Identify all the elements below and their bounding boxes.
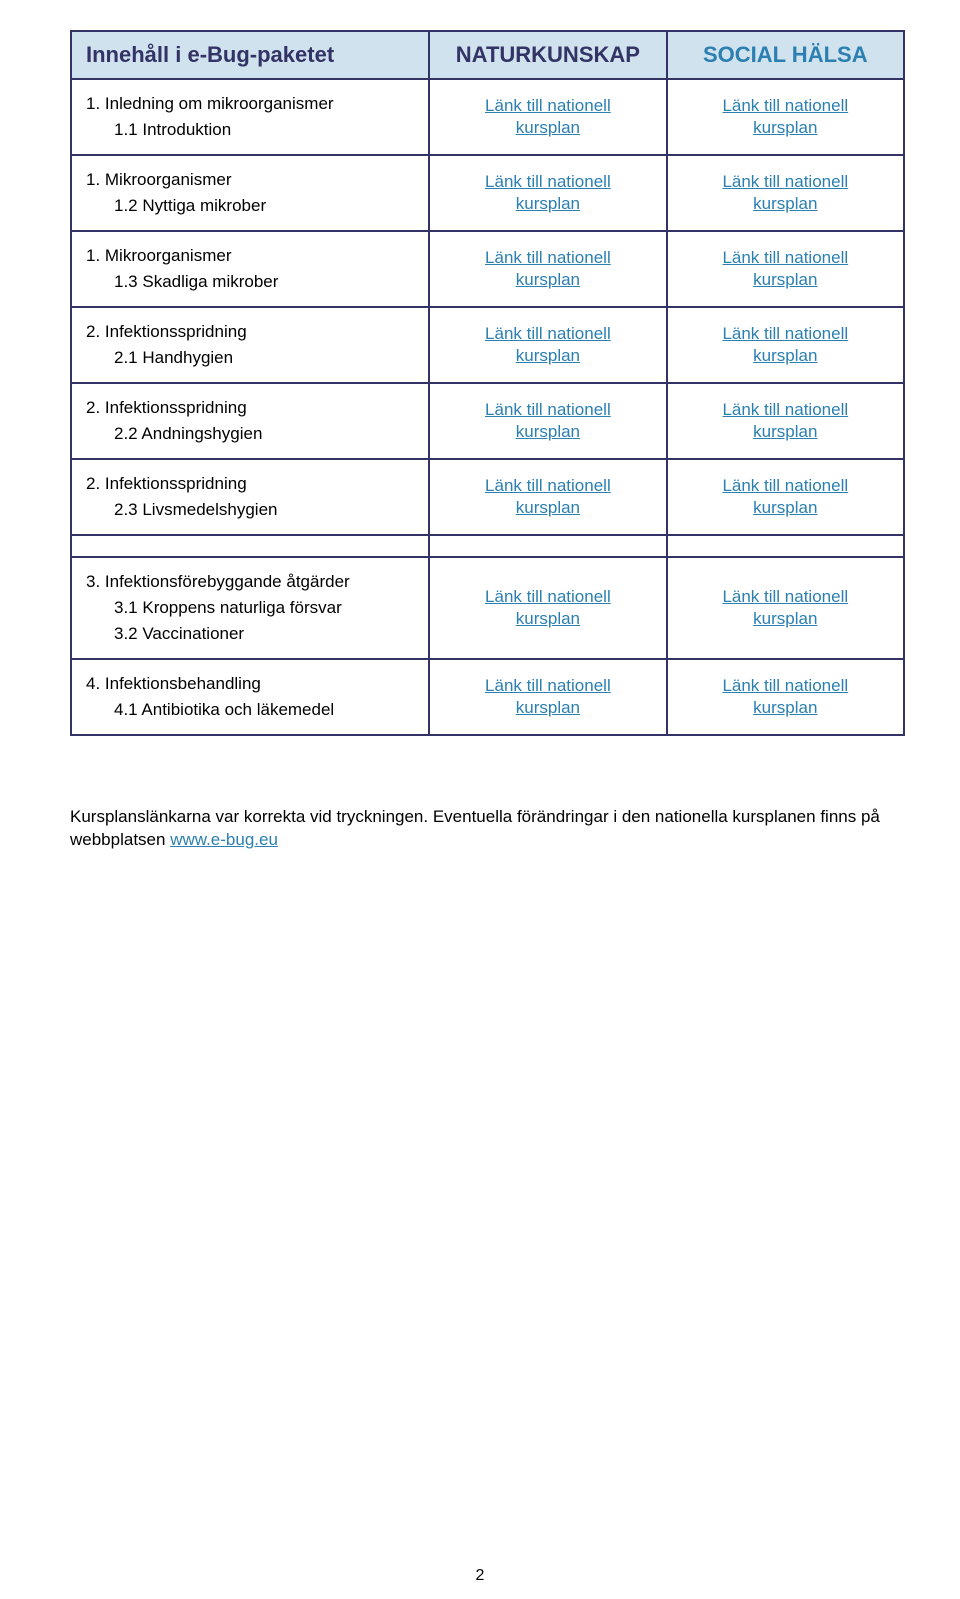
curriculum-link[interactable]: Länk till nationellkursplan xyxy=(429,79,666,155)
page: Innehåll i e-Bug-paketet NATURKUNSKAP SO… xyxy=(0,0,960,1599)
curriculum-link[interactable]: Länk till nationellkursplan xyxy=(667,557,904,659)
topic-title: 1. Mikroorganismer xyxy=(86,246,414,266)
topic-cell: 4. Infektionsbehandling 4.1 Antibiotika o… xyxy=(71,659,429,735)
topic-sub: 2.3 Livsmedelshygien xyxy=(114,500,414,520)
table-row: 1. Inledning om mikroorganismer 1.1 Intro… xyxy=(71,79,904,155)
topic-title: 1. Mikroorganismer xyxy=(86,170,414,190)
topic-sub: 1.2 Nyttiga mikrober xyxy=(114,196,414,216)
topic-cell: 1. Mikroorganismer 1.3 Skadliga mikrober xyxy=(71,231,429,307)
curriculum-link[interactable]: Länk till nationellkursplan xyxy=(667,79,904,155)
topic-title: 3. Infektionsförebyggande åtgärder xyxy=(86,572,414,592)
curriculum-link[interactable]: Länk till nationellkursplan xyxy=(429,231,666,307)
footnote: Kursplanslänkarna var korrekta vid tryck… xyxy=(70,806,905,852)
curriculum-link[interactable]: Länk till nationellkursplan xyxy=(429,557,666,659)
topic-cell: 2. Infektionsspridning 2.1 Handhygien xyxy=(71,307,429,383)
topic-cell: 3. Infektionsförebyggande åtgärder 3.1 Kr… xyxy=(71,557,429,659)
page-number: 2 xyxy=(0,1567,960,1585)
col-header-social: SOCIAL HÄLSA xyxy=(667,31,904,79)
topic-cell: 1. Inledning om mikroorganismer 1.1 Intro… xyxy=(71,79,429,155)
table-row: 1. Mikroorganismer 1.2 Nyttiga mikrober Lä… xyxy=(71,155,904,231)
curriculum-link[interactable]: Länk till nationellkursplan xyxy=(429,659,666,735)
topic-sub: 4.1 Antibiotika och läkemedel xyxy=(114,700,414,720)
spacer-row xyxy=(71,535,904,557)
topic-sub: 2.2 Andningshygien xyxy=(114,424,414,444)
table-row: 2. Infektionsspridning 2.3 Livsmedelshygi… xyxy=(71,459,904,535)
col-header-content: Innehåll i e-Bug-paketet xyxy=(71,31,429,79)
curriculum-link[interactable]: Länk till nationellkursplan xyxy=(667,231,904,307)
topic-sub: 1.1 Introduktion xyxy=(114,120,414,140)
table-row: 2. Infektionsspridning 2.2 Andningshygien… xyxy=(71,383,904,459)
topic-title: 2. Infektionsspridning xyxy=(86,474,414,494)
curriculum-link[interactable]: Länk till nationellkursplan xyxy=(667,307,904,383)
curriculum-link[interactable]: Länk till nationellkursplan xyxy=(667,459,904,535)
topic-title: 4. Infektionsbehandling xyxy=(86,674,414,694)
topic-cell: 1. Mikroorganismer 1.2 Nyttiga mikrober xyxy=(71,155,429,231)
topic-sub: 1.3 Skadliga mikrober xyxy=(114,272,414,292)
table-row: 4. Infektionsbehandling 4.1 Antibiotika o… xyxy=(71,659,904,735)
table-row: 1. Mikroorganismer 1.3 Skadliga mikrober L… xyxy=(71,231,904,307)
topic-cell: 2. Infektionsspridning 2.3 Livsmedelshygi… xyxy=(71,459,429,535)
curriculum-link[interactable]: Länk till nationellkursplan xyxy=(429,459,666,535)
curriculum-link[interactable]: Länk till nationellkursplan xyxy=(429,155,666,231)
topic-cell: 2. Infektionsspridning 2.2 Andningshygien xyxy=(71,383,429,459)
curriculum-link[interactable]: Länk till nationellkursplan xyxy=(429,307,666,383)
topic-sub: 2.1 Handhygien xyxy=(114,348,414,368)
curriculum-link[interactable]: Länk till nationellkursplan xyxy=(667,155,904,231)
curriculum-link[interactable]: Länk till nationellkursplan xyxy=(667,659,904,735)
topic-title: 2. Infektionsspridning xyxy=(86,398,414,418)
topic-title: 2. Infektionsspridning xyxy=(86,322,414,342)
topic-title: 1. Inledning om mikroorganismer xyxy=(86,94,414,114)
table-row: 2. Infektionsspridning 2.1 Handhygien Länk… xyxy=(71,307,904,383)
curriculum-table: Innehåll i e-Bug-paketet NATURKUNSKAP SO… xyxy=(70,30,905,736)
table-header-row: Innehåll i e-Bug-paketet NATURKUNSKAP SO… xyxy=(71,31,904,79)
footnote-link[interactable]: www.e-bug.eu xyxy=(170,830,278,849)
table-row: 3. Infektionsförebyggande åtgärder 3.1 Kr… xyxy=(71,557,904,659)
topic-sub: 3.1 Kroppens naturliga försvar xyxy=(114,598,414,618)
curriculum-link[interactable]: Länk till nationellkursplan xyxy=(429,383,666,459)
curriculum-link[interactable]: Länk till nationellkursplan xyxy=(667,383,904,459)
topic-extra: 3.2 Vaccinationer xyxy=(114,624,414,644)
col-header-natural: NATURKUNSKAP xyxy=(429,31,666,79)
